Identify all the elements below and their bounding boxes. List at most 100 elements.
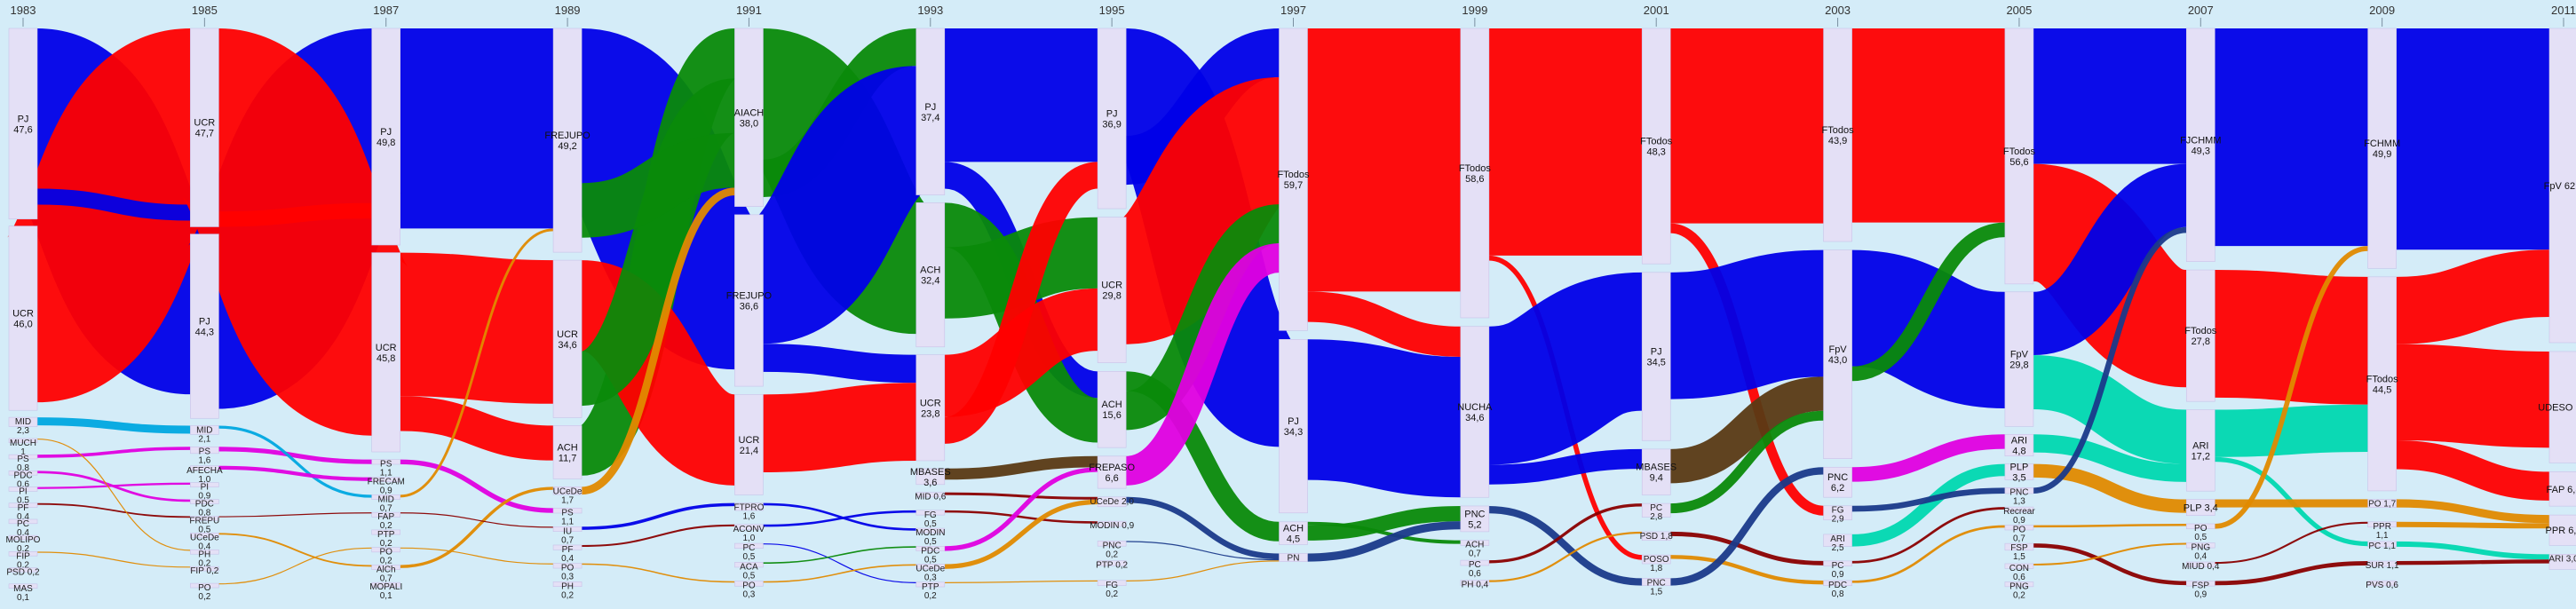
flow-ucede-to-pnc [1126, 496, 1280, 560]
node-label-1985-frepu: FREPU 0,5 [189, 516, 219, 534]
flow-fg-to-pnc [1851, 487, 2005, 512]
node-label-1989-pf: PF 0,4 [561, 545, 574, 564]
flow-pc-to-recrear [1851, 507, 2005, 564]
node-1983-much [8, 438, 38, 444]
flow-ucr-to-pj [218, 202, 372, 227]
node-1983-pi [8, 486, 38, 492]
flow-ftodos-to-ftodos [2215, 270, 2368, 405]
node-label-1991-po: PO 0,3 [742, 581, 756, 600]
node-1985-pdc [190, 499, 219, 504]
node-label-1985-pdc: PDC 0,8 [195, 500, 214, 518]
node-label-2001-psd: PSD 1,8 [1640, 532, 1674, 542]
node-2003-ari [1823, 534, 1852, 547]
node-1983-molipo [8, 534, 38, 541]
node-label-1991-ftpro: FTPRO 1,6 [733, 503, 764, 522]
flow-mid-to-ucede [944, 492, 1098, 500]
flow-ucede-to-aiach [581, 187, 735, 495]
node-1995-frepaso [1097, 455, 1127, 489]
node-label-2005-plp: PLP 3,5 [2010, 463, 2029, 484]
node-label-2007-ftodos: FTodos 27,8 [2184, 326, 2217, 347]
flow-mid-to-mid [36, 417, 191, 434]
node-label-1999-ftodos: FTodos 58,6 [1459, 163, 1492, 185]
node-label-2003-pnc: PNC 6,2 [1827, 472, 1848, 494]
year-label-1991: 1991 [736, 4, 762, 17]
flow-pnc-to-pnc [1488, 505, 1643, 586]
node-2005-fpv [2004, 291, 2034, 427]
year-label-2007: 2007 [2188, 4, 2214, 17]
node-label-1985-ucr: UCR 47,7 [194, 118, 215, 139]
flow-aconv-to-fg [763, 510, 916, 527]
node-1995-ucr [1097, 217, 1127, 363]
flow-ppr-to-ppr [2396, 521, 2550, 529]
node-label-1995-ach: ACH 15,6 [1102, 399, 1122, 421]
year-axis: 1983 1985 1987 1989 1991 1993 1995 1997 1999 2001… [11, 4, 2576, 27]
node-2003-fg [1823, 505, 1852, 520]
node-2009-fchmm [2367, 28, 2397, 269]
node-2007-fsp [2185, 581, 2215, 587]
node-label-2009-fchmm: FCHMM 49,9 [2364, 138, 2400, 160]
node-2003-fpv [1823, 249, 1852, 459]
flow-po-to-po [218, 547, 372, 585]
node-label-2009-pvs: PVS 0,6 [2366, 581, 2398, 590]
node-1983-mid [8, 416, 38, 427]
node-label-1991-ucr: UCR 21,4 [739, 435, 760, 456]
year-label-2001: 2001 [1644, 4, 1669, 17]
node-2009-ftodos [2367, 276, 2397, 492]
flow-ucede-to-alch [218, 533, 372, 567]
node-label-1983-ucr: UCR 46,0 [12, 308, 34, 329]
node-2005-po [2004, 525, 2034, 531]
flow-ucr-to-ucr [943, 288, 1099, 417]
flow-pc-to-ptp [763, 543, 916, 583]
flow-po-to-po [400, 547, 554, 565]
node-1983-pf [8, 502, 38, 508]
node-label-2001-poso: POSO 1,8 [1644, 555, 1669, 573]
flow-mbases-to-fpv [1669, 376, 1825, 484]
year-label-2003: 2003 [1825, 4, 1851, 17]
node-2001-ftodos [1641, 28, 1671, 265]
node-2005-recrear [2004, 506, 2034, 512]
year-label-2011: 2011 [2551, 4, 2576, 17]
node-2001-mbases [1641, 448, 1671, 495]
node-label-1985-pi: PI 0,9 [198, 483, 210, 502]
node-1983-psd [8, 567, 38, 573]
node-1989-ph [552, 581, 583, 588]
node-1995-pj [1097, 28, 1127, 210]
node-label-1991-aca: ACA 0,5 [740, 562, 758, 581]
node-label-2001-pc: PC 2,8 [1650, 503, 1662, 522]
flow-ari-to-ari [2033, 434, 2187, 482]
node-2005-plp [2004, 463, 2034, 480]
flow-mbases-to-frepaso [944, 455, 1098, 480]
year-label-1989: 1989 [555, 4, 581, 17]
node-label-1983-pc: PC 0,4 [17, 519, 29, 538]
node-label-1985-pj: PJ 44,3 [195, 316, 214, 337]
flow-aca-to-pdc [763, 546, 916, 564]
node-1983-mas [8, 583, 38, 589]
node-2009-ppr [2367, 521, 2397, 528]
node-1997-ach [1279, 521, 1308, 545]
node-1993-pj [915, 28, 946, 195]
node-label-2011-fpv: FpV 62,1 [2544, 181, 2576, 192]
node-label-1999-pc: PC 0,6 [1469, 560, 1481, 579]
node-label-1993-mbases: MBASES 3,6 [910, 467, 951, 488]
node-label-1999-ach: ACH 0,7 [1465, 541, 1484, 559]
node-1993-mbases [915, 468, 946, 486]
flow-ftodos-to-fap [2396, 440, 2550, 501]
node-2003-ftodos [1823, 28, 1852, 242]
flow-pnc-to-pnc [1307, 521, 1461, 562]
flow-pdc-to-pdc [36, 471, 191, 502]
flow-po-to-ppr [2396, 499, 2550, 524]
node-label-2009-sur: SUR 1,1 [2366, 561, 2399, 571]
flow-ucr-to-aiach [577, 78, 740, 407]
flow-ftpro-to-modin [763, 502, 916, 531]
node-label-2009-ftodos: FTodos 44,5 [2366, 374, 2399, 395]
flow-pc-to-fpv [1670, 410, 1824, 514]
node-label-1991-aiach: AIACH 38,0 [734, 107, 765, 129]
flow-pf-to-aconv [582, 524, 735, 548]
node-label-2005-ari: ARI 4,8 [2011, 435, 2027, 456]
node-2005-ftodos [2004, 28, 2034, 285]
node-2007-plp [2185, 499, 2215, 516]
node-1989-ucr [552, 259, 583, 418]
node-label-2005-fpv: FpV 29,8 [2009, 350, 2028, 371]
node-label-1987-alch: AlCh 0,7 [376, 565, 396, 583]
